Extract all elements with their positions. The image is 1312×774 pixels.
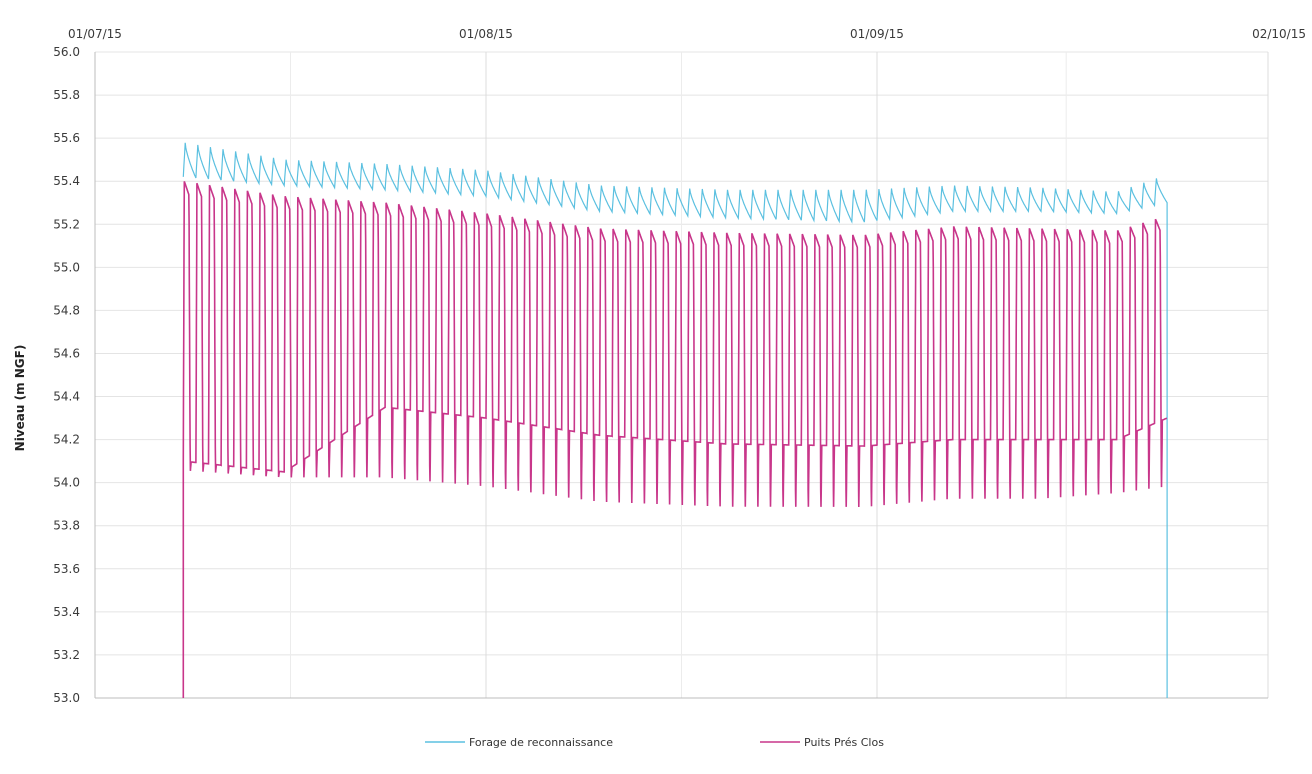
plot-area bbox=[94, 52, 1268, 699]
y-tick-label: 53.4 bbox=[53, 605, 80, 619]
legend: Forage de reconnaissance Puits Prés Clos bbox=[425, 736, 884, 749]
y-tick-label: 53.6 bbox=[53, 562, 80, 576]
legend-label: Forage de reconnaissance bbox=[469, 736, 613, 749]
y-tick-label: 54.0 bbox=[53, 476, 80, 490]
y-tick-label: 54.6 bbox=[53, 346, 80, 360]
x-axis-tick-labels: 01/07/15 01/08/15 01/09/15 02/10/15 bbox=[68, 27, 1306, 41]
series-line-puits bbox=[182, 181, 1168, 698]
x-tick-label: 01/07/15 bbox=[68, 27, 122, 41]
y-axis-tick-labels: 53.0 53.2 53.4 53.6 53.8 54.0 54.2 54.4 54.6 54.8… bbox=[53, 45, 80, 705]
series-lines bbox=[182, 142, 1168, 698]
y-tick-label: 56.0 bbox=[53, 45, 80, 59]
y-tick-label: 54.4 bbox=[53, 390, 80, 404]
y-tick-label: 55.8 bbox=[53, 88, 80, 102]
series-line-forage bbox=[182, 142, 1168, 698]
y-tick-label: 53.8 bbox=[53, 519, 80, 533]
y-tick-label: 55.2 bbox=[53, 217, 80, 231]
y-tick-label: 53.2 bbox=[53, 648, 80, 662]
y-tick-label: 55.0 bbox=[53, 260, 80, 274]
y-tick-label: 55.4 bbox=[53, 174, 80, 188]
x-tick-label: 01/08/15 bbox=[459, 27, 513, 41]
y-tick-label: 53.0 bbox=[53, 691, 80, 705]
y-axis-label: Niveau (m NGF) bbox=[13, 345, 27, 452]
legend-label: Puits Prés Clos bbox=[804, 736, 884, 749]
y-tick-label: 54.2 bbox=[53, 433, 80, 447]
y-tick-label: 54.8 bbox=[53, 303, 80, 317]
y-tick-label: 55.6 bbox=[53, 131, 80, 145]
x-tick-label: 02/10/15 bbox=[1252, 27, 1306, 41]
x-tick-label: 01/09/15 bbox=[850, 27, 904, 41]
